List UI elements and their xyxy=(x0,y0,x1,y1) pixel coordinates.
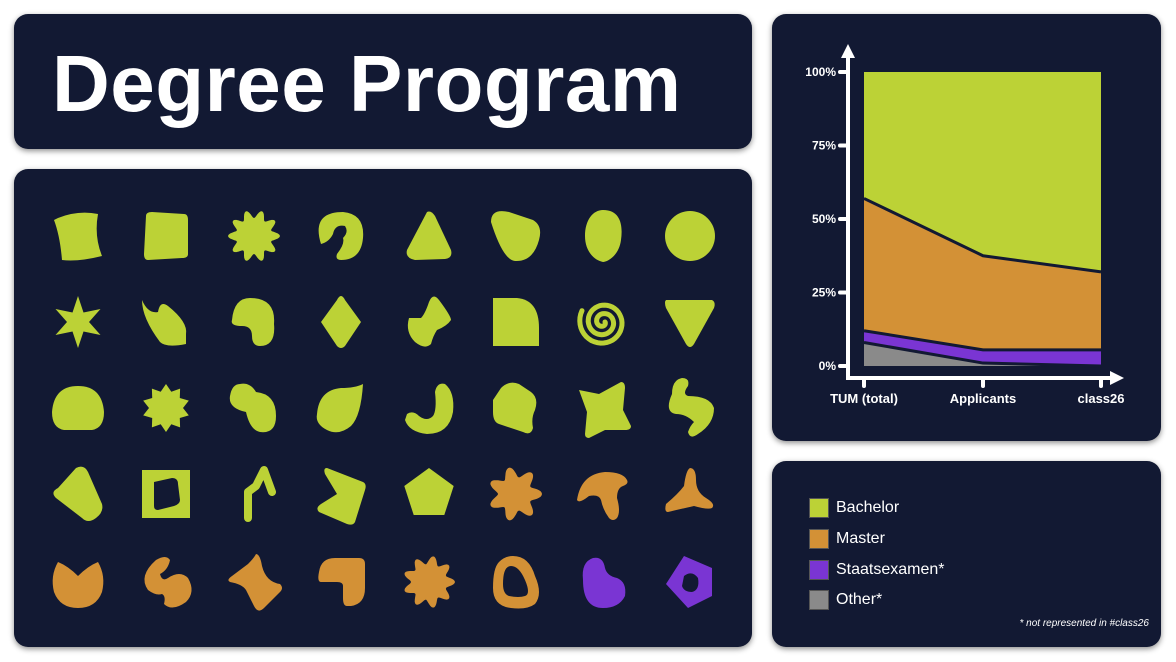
zigzag-blob-shape-icon xyxy=(407,296,451,347)
bean-shape-icon xyxy=(231,298,275,346)
cog-shape-icon xyxy=(490,467,542,521)
legend-label: Other* xyxy=(836,591,883,608)
y-tick-label: 25% xyxy=(812,286,836,300)
corner-shape-icon xyxy=(318,558,365,606)
y-tick-label: 0% xyxy=(819,359,837,373)
rounded-triangle-shape-icon xyxy=(406,211,452,260)
circle-shape-icon xyxy=(665,211,715,261)
diamond-shape-icon xyxy=(321,296,361,348)
x-tick-label: class26 xyxy=(1078,391,1125,406)
rounded-pentagon-shape-icon xyxy=(493,382,537,434)
scalloped-shape-icon xyxy=(404,556,455,608)
burst-shape-icon xyxy=(143,384,189,432)
squiggle-shape-icon xyxy=(668,378,714,437)
six-point-star-shape-icon xyxy=(55,296,101,348)
tripod-shape-icon xyxy=(665,468,714,512)
x-tick-label: TUM (total) xyxy=(830,391,898,406)
legend-item-other: Other* xyxy=(809,589,882,611)
legend-label: Master xyxy=(836,530,885,547)
legend-item-master: Master xyxy=(809,528,885,550)
series-boundary-line xyxy=(863,197,1102,274)
area-bachelor xyxy=(864,72,1101,272)
inverted-triangle-shape-icon xyxy=(665,300,715,347)
spiral-shape-icon xyxy=(577,302,625,346)
hex-nut-shape-icon xyxy=(666,556,712,608)
series-boundary-line xyxy=(863,329,1101,352)
ring-shape-icon xyxy=(493,556,539,609)
shapes-grid xyxy=(52,210,715,611)
pacman-shape-icon xyxy=(52,562,104,608)
legend-swatch xyxy=(809,498,829,518)
peanut-shape-icon xyxy=(229,383,276,433)
four-point-star-shape-icon xyxy=(579,382,631,438)
notched-blob-shape-icon xyxy=(142,300,187,346)
j-curve-shape-icon xyxy=(405,383,454,434)
legend-label: Staatsexamen* xyxy=(836,561,945,578)
shapes-panel xyxy=(14,169,752,647)
rounded-square-shape-icon xyxy=(144,212,188,260)
legend-item-staatsexamen: Staatsexamen* xyxy=(809,559,945,581)
chart-panel: 0% 25% 50% 75% 100% TUM (total) Applicants clas… xyxy=(772,14,1161,441)
split-blob-shape-icon xyxy=(144,557,192,608)
leaf-shape-icon xyxy=(316,384,363,433)
mushroom-shape-icon xyxy=(577,472,628,520)
dome-shape-icon xyxy=(52,386,104,430)
stacked-area-chart: 0% 25% 50% 75% 100% TUM (total) Applicants clas… xyxy=(805,44,1125,406)
area-master xyxy=(864,198,1101,350)
legend-panel: Bachelor Master Staatsexamen* Other* * n… xyxy=(772,461,1161,647)
oval-shape-icon xyxy=(585,210,622,262)
legend-footnote: * not represented in #class26 xyxy=(1019,618,1149,629)
chevron-shape-icon xyxy=(317,468,366,525)
legend-swatch xyxy=(809,560,829,580)
legend-label: Bachelor xyxy=(836,499,900,516)
sparkle-shape-icon xyxy=(228,554,282,611)
y-axis-arrow-icon xyxy=(841,44,855,58)
series-boundary-line xyxy=(863,341,1102,368)
area-other xyxy=(864,342,1101,366)
legend-swatch xyxy=(809,529,829,549)
legend-item-bachelor: Bachelor xyxy=(809,497,899,519)
heart-blob-shape-icon xyxy=(582,557,626,608)
square-frame-shape-icon xyxy=(142,470,190,518)
page-title: Degree Program xyxy=(52,39,682,128)
bent-line-shape-icon xyxy=(244,466,276,522)
y-tick-label: 100% xyxy=(805,65,836,79)
hook-shape-icon xyxy=(318,212,364,260)
y-tick-label: 75% xyxy=(812,139,836,153)
blob-shape-icon xyxy=(491,211,541,262)
quarter-round-shape-icon xyxy=(493,298,539,346)
flower-shape-icon xyxy=(228,211,280,261)
wavy-square-shape-icon xyxy=(54,212,102,261)
title-panel: Degree Program xyxy=(14,14,752,149)
x-axis-arrow-icon xyxy=(1110,371,1124,385)
y-tick-label: 50% xyxy=(812,212,836,226)
pentagon-shape-icon xyxy=(404,468,454,515)
kite-shape-icon xyxy=(53,466,103,521)
x-tick-label: Applicants xyxy=(950,391,1016,406)
legend-swatch xyxy=(809,590,829,610)
area-staatsexamen xyxy=(864,330,1101,366)
